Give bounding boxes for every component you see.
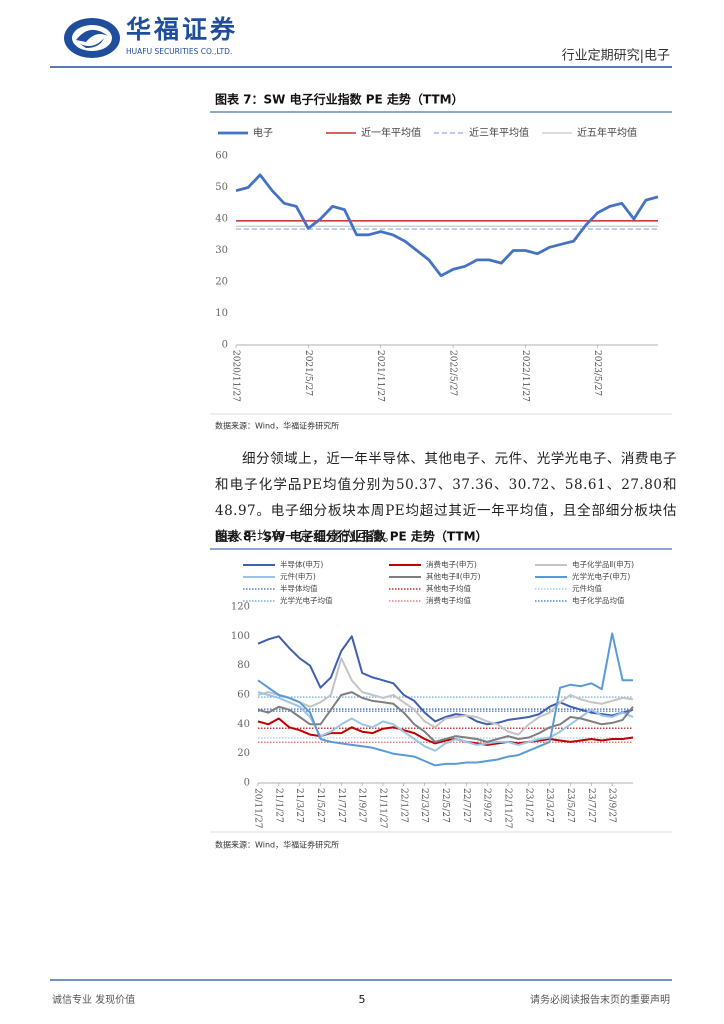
y-tick-label: 20 bbox=[215, 277, 228, 288]
y-tick-label: 10 bbox=[215, 308, 228, 319]
y-tick-label: 40 bbox=[237, 719, 250, 730]
x-tick-label: 21/7/27 bbox=[336, 788, 346, 823]
legend-label: 电子化学品Ⅱ(申万) bbox=[572, 559, 634, 569]
brand-en: HUAFU SECURITIES CO.,LTD. bbox=[126, 47, 232, 56]
series-line bbox=[257, 635, 634, 726]
legend-label: 半导体均值 bbox=[280, 583, 318, 593]
y-tick-label: 50 bbox=[215, 182, 228, 193]
legend-label: 消费电子(申万) bbox=[426, 559, 477, 569]
footer-left: 诚信专业 发现价值 bbox=[52, 993, 135, 1006]
legend-label: 光学光电子均值 bbox=[280, 595, 333, 605]
x-tick-label: 20/11/27 bbox=[253, 788, 263, 829]
series-line bbox=[257, 657, 634, 736]
series-line bbox=[235, 173, 659, 278]
legend-label: 近五年平均值 bbox=[577, 126, 637, 139]
legend-label: 电子 bbox=[253, 126, 273, 139]
legend-label: 其他电子均值 bbox=[426, 583, 471, 593]
y-tick-label: 80 bbox=[237, 660, 250, 671]
x-tick-label: 23/9/27 bbox=[607, 788, 617, 823]
legend-label: 近三年平均值 bbox=[469, 126, 529, 139]
series-line bbox=[257, 691, 634, 752]
figure-caption: 图表 7：SW 电子行业指数 PE 走势（TTM） bbox=[215, 92, 464, 107]
x-tick-label: 22/7/27 bbox=[461, 788, 471, 823]
x-tick-label: 23/3/27 bbox=[544, 788, 554, 823]
x-tick-label: 2023/5/27 bbox=[592, 350, 602, 396]
x-tick-label: 22/1/27 bbox=[398, 788, 408, 823]
legend-label: 近一年平均值 bbox=[361, 126, 421, 139]
x-tick-label: 2020/11/27 bbox=[231, 350, 241, 402]
y-tick-label: 120 bbox=[231, 602, 250, 613]
legend-label: 元件均值 bbox=[572, 583, 602, 593]
figure-source: 数据来源：Wind，华福证券研究所 bbox=[215, 421, 339, 431]
x-tick-label: 2022/5/27 bbox=[448, 350, 458, 396]
y-tick-label: 20 bbox=[237, 748, 250, 759]
x-tick-label: 23/1/27 bbox=[523, 788, 533, 823]
series-line bbox=[257, 632, 633, 767]
x-tick-label: 23/7/27 bbox=[586, 788, 596, 823]
page-number: 5 bbox=[359, 993, 366, 1006]
legend-label: 半导体(申万) bbox=[280, 559, 323, 569]
figure-source: 数据来源：Wind，华福证券研究所 bbox=[215, 840, 339, 850]
x-tick-label: 21/1/27 bbox=[273, 788, 283, 823]
y-tick-label: 60 bbox=[215, 151, 228, 162]
y-tick-label: 60 bbox=[237, 690, 250, 701]
x-tick-label: 21/3/27 bbox=[294, 788, 304, 823]
x-tick-label: 2022/11/27 bbox=[520, 350, 530, 402]
series-line bbox=[257, 691, 634, 743]
section-label: 行业定期研究|电子 bbox=[562, 49, 670, 64]
x-tick-label: 22/9/27 bbox=[482, 788, 492, 823]
y-tick-label: 40 bbox=[215, 214, 228, 225]
x-tick-label: 21/5/27 bbox=[315, 788, 325, 823]
x-tick-label: 22/11/27 bbox=[503, 788, 513, 829]
legend-label: 其他电子Ⅱ(申万) bbox=[426, 571, 481, 581]
y-tick-label: 100 bbox=[231, 631, 250, 642]
legend-label: 电子化学品均值 bbox=[572, 595, 625, 605]
y-tick-label: 0 bbox=[244, 778, 250, 789]
body-paragraph: 细分领域上，近一年半导体、其他电子、元件、光学光电子、消费电子和电子化学品PE均… bbox=[215, 451, 677, 545]
x-tick-label: 21/11/27 bbox=[378, 788, 388, 829]
x-tick-label: 2021/11/27 bbox=[375, 350, 385, 402]
x-tick-label: 21/9/27 bbox=[357, 788, 367, 823]
x-tick-label: 23/5/27 bbox=[565, 788, 575, 823]
footer-right: 请务必阅读报告末页的重要声明 bbox=[530, 993, 670, 1006]
legend-label: 元件(申万) bbox=[280, 571, 316, 581]
y-tick-label: 30 bbox=[215, 245, 228, 256]
figure-caption: 图表 8：SW 电子细分行业指数 PE 走势（TTM） bbox=[215, 529, 488, 544]
brand: 华福证券 bbox=[126, 15, 238, 44]
legend-label: 消费电子均值 bbox=[426, 595, 471, 605]
x-tick-label: 22/5/27 bbox=[440, 788, 450, 823]
x-tick-label: 22/3/27 bbox=[419, 788, 429, 823]
y-tick-label: 0 bbox=[222, 340, 228, 351]
logo bbox=[64, 18, 120, 58]
legend-label: 光学光电子(申万) bbox=[572, 571, 630, 581]
x-tick-label: 2021/5/27 bbox=[303, 350, 313, 396]
